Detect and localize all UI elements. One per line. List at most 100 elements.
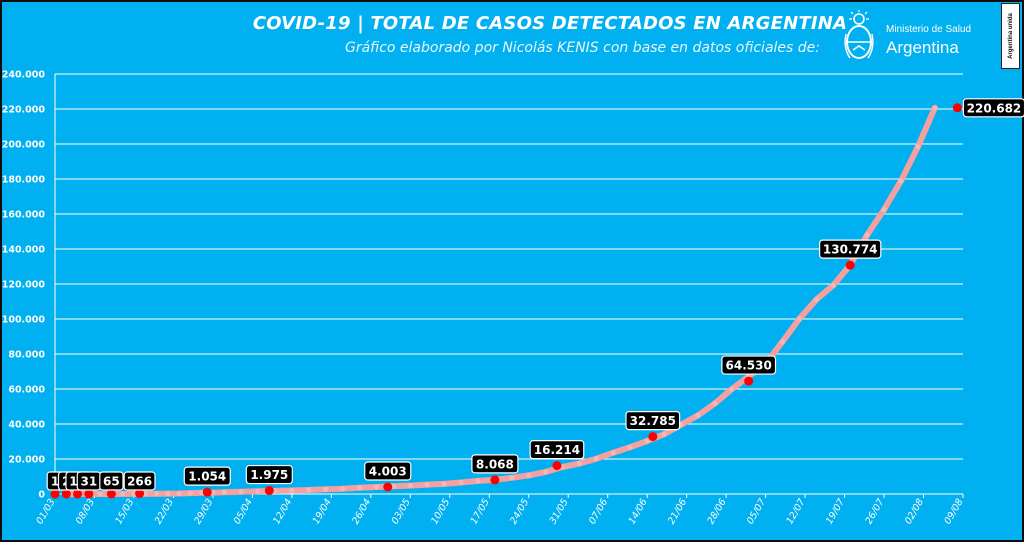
data-label: 32.785 <box>625 411 681 431</box>
y-tick-label: 240.000 <box>2 70 46 81</box>
series-point <box>356 485 363 491</box>
series-point <box>340 486 346 492</box>
series-point <box>881 206 887 213</box>
y-axis: 0 20.000 40.000 60.000 80.000 100.000 120.000 1… <box>2 70 46 501</box>
x-tick-label: 07/06 <box>587 497 610 526</box>
series-point <box>593 456 600 462</box>
side-tag: Argentina unida <box>1001 3 1020 69</box>
series-point <box>289 487 295 494</box>
series-point <box>441 481 447 487</box>
data-label-text: 31 <box>80 475 97 489</box>
data-label-text: 4.003 <box>369 464 407 478</box>
highlight-marker <box>264 486 274 496</box>
data-label-box <box>245 464 293 485</box>
series-point <box>153 491 160 497</box>
highlight-marker <box>383 482 393 492</box>
gridlines <box>54 73 963 495</box>
x-tick-label: 09/08 <box>942 497 965 526</box>
data-label-text: 65 <box>103 475 120 489</box>
highlight-marker <box>952 103 962 113</box>
data-label-text: 266 <box>127 475 152 489</box>
x-tick-label: 24/05 <box>508 497 531 526</box>
highlight-marker <box>106 489 116 499</box>
data-labels: 121731652661.0541.9754.0038.06816.21432.… <box>46 98 1024 499</box>
highlight-marker <box>84 489 94 499</box>
x-tick-label: 12/04 <box>271 497 294 526</box>
series-point <box>779 339 786 345</box>
x-tick-label: 28/06 <box>706 497 729 526</box>
data-label-box <box>721 355 777 375</box>
country-name: Argentina <box>886 38 959 57</box>
series-point <box>458 479 464 486</box>
x-tick-label: 26/04 <box>350 497 373 526</box>
highlight-marker <box>845 260 855 270</box>
data-label-text: 1 <box>51 475 59 489</box>
series-point <box>695 412 701 418</box>
data-label: 1.054 <box>183 466 231 486</box>
y-tick-label: 0 <box>38 490 45 501</box>
x-tick-label: 19/07 <box>824 497 847 526</box>
y-tick-label: 100.000 <box>2 315 46 326</box>
x-tick-label: 10/05 <box>429 497 452 526</box>
data-label-box <box>529 440 585 460</box>
data-label-box <box>99 471 124 491</box>
data-label: 1.975 <box>245 464 293 485</box>
y-tick-label: 200.000 <box>2 140 46 151</box>
series-point <box>255 488 261 494</box>
x-tick-label: 15/03 <box>113 497 136 526</box>
highlight-marker <box>50 489 60 499</box>
data-label-box <box>364 461 412 481</box>
series-point <box>187 490 193 496</box>
x-tick-label: 29/03 <box>192 497 215 526</box>
chart-title: COVID-19 | TOTAL DE CASOS DETECTADOS EN … <box>252 13 848 34</box>
series-point <box>576 460 583 467</box>
data-label: 4.003 <box>364 461 412 481</box>
series-point <box>165 491 171 497</box>
x-tick-label: 01/03 <box>34 497 57 526</box>
highlight-marker <box>490 475 500 485</box>
coat-of-arms-icon <box>844 10 874 59</box>
chart-subtitle: Gráfico elaborado por Nicolás KENIS con … <box>344 40 820 56</box>
series-point <box>932 105 938 111</box>
series-point <box>864 232 870 238</box>
series-point <box>898 178 904 184</box>
series-point <box>323 486 329 492</box>
highlight-marker <box>73 489 83 499</box>
y-tick-label: 120.000 <box>2 280 46 291</box>
data-label-text: 32.785 <box>630 414 676 428</box>
x-tick-label: 05/04 <box>232 497 255 526</box>
series-point <box>475 478 481 484</box>
data-label: 31 <box>76 471 102 491</box>
series-point <box>509 475 515 481</box>
x-tick-label: 14/06 <box>627 497 650 526</box>
series-point <box>120 491 126 497</box>
series-point <box>407 483 413 489</box>
series-point <box>830 282 836 288</box>
x-tick-label: 21/06 <box>666 497 689 526</box>
highlight-marker <box>61 489 71 499</box>
data-label-box <box>183 466 231 486</box>
data-label-text: 64.530 <box>726 359 772 373</box>
highlight-marker <box>744 376 754 386</box>
series-point <box>221 489 227 495</box>
series-point <box>526 472 532 478</box>
series-points <box>63 105 938 497</box>
x-axis: 01/03 08/03 15/03 22/03 29/03 05/04 12/04 19/04… <box>34 494 966 526</box>
x-tick-label: 19/04 <box>311 497 334 526</box>
data-label: 65 <box>99 471 124 491</box>
y-tick-label: 20.000 <box>8 455 45 466</box>
data-label-box <box>471 454 519 474</box>
highlight-marker <box>552 461 562 471</box>
data-label: 64.530 <box>721 355 777 375</box>
x-tick-label: 22/03 <box>153 497 176 526</box>
y-tick-label: 140.000 <box>2 245 46 256</box>
data-label: 8.068 <box>471 454 519 474</box>
series-point <box>729 386 735 392</box>
series-point <box>661 431 667 437</box>
series-point <box>712 400 718 406</box>
series-point <box>813 296 819 303</box>
highlight-marker <box>648 432 658 442</box>
y-tick-label: 220.000 <box>2 105 46 116</box>
